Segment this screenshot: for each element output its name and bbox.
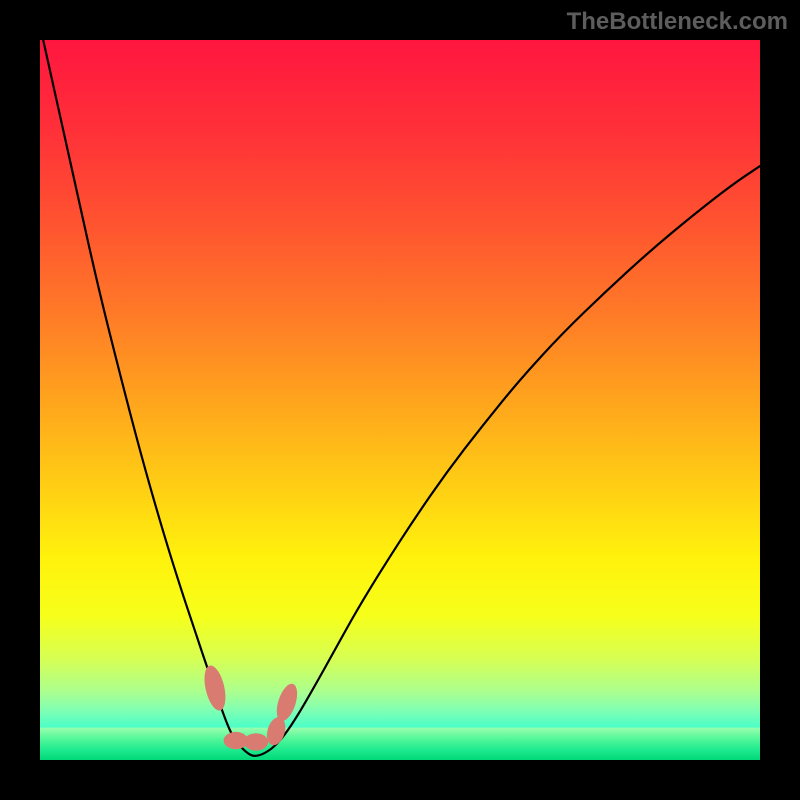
curve-marker bbox=[244, 733, 268, 750]
watermark-text: TheBottleneck.com bbox=[567, 8, 788, 36]
bottleneck-chart bbox=[0, 0, 800, 800]
stage: TheBottleneck.com bbox=[0, 0, 800, 800]
